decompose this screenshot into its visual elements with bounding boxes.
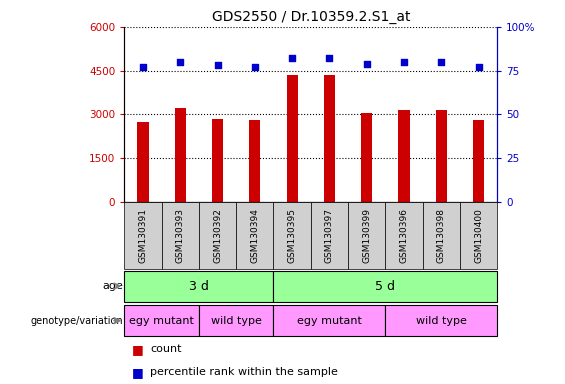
Point <box>138 64 147 70</box>
Text: egy mutant: egy mutant <box>297 316 362 326</box>
Point <box>325 55 334 61</box>
Text: GSM130396: GSM130396 <box>399 208 408 263</box>
Point <box>362 61 371 67</box>
FancyBboxPatch shape <box>460 202 497 269</box>
Text: wild type: wild type <box>416 316 467 326</box>
FancyBboxPatch shape <box>423 202 460 269</box>
FancyBboxPatch shape <box>273 202 311 269</box>
Bar <box>473 120 484 202</box>
Bar <box>212 119 223 202</box>
Point <box>399 59 408 65</box>
Bar <box>398 110 410 202</box>
Text: 3 d: 3 d <box>189 280 209 293</box>
Text: ■: ■ <box>132 343 144 356</box>
Text: GSM130395: GSM130395 <box>288 208 297 263</box>
FancyBboxPatch shape <box>162 202 199 269</box>
Bar <box>286 75 298 202</box>
Text: GSM130392: GSM130392 <box>213 208 222 263</box>
Text: GSM130397: GSM130397 <box>325 208 334 263</box>
FancyBboxPatch shape <box>124 270 273 302</box>
Text: percentile rank within the sample: percentile rank within the sample <box>150 367 338 377</box>
Text: GSM130393: GSM130393 <box>176 208 185 263</box>
Bar <box>175 108 186 202</box>
Text: GSM130391: GSM130391 <box>138 208 147 263</box>
FancyBboxPatch shape <box>199 305 273 336</box>
Text: genotype/variation: genotype/variation <box>31 316 124 326</box>
Bar <box>436 110 447 202</box>
Text: egy mutant: egy mutant <box>129 316 194 326</box>
FancyBboxPatch shape <box>236 202 273 269</box>
Point <box>474 64 483 70</box>
Text: ■: ■ <box>132 366 144 379</box>
Text: age: age <box>103 281 124 291</box>
FancyBboxPatch shape <box>124 202 162 269</box>
Point <box>288 55 297 61</box>
Point <box>176 59 185 65</box>
FancyBboxPatch shape <box>124 305 199 336</box>
Bar <box>249 120 260 202</box>
Title: GDS2550 / Dr.10359.2.S1_at: GDS2550 / Dr.10359.2.S1_at <box>211 10 410 25</box>
Text: GSM130399: GSM130399 <box>362 208 371 263</box>
FancyBboxPatch shape <box>385 305 497 336</box>
Point <box>437 59 446 65</box>
FancyBboxPatch shape <box>385 202 423 269</box>
Text: GSM130398: GSM130398 <box>437 208 446 263</box>
FancyBboxPatch shape <box>273 270 497 302</box>
FancyBboxPatch shape <box>311 202 348 269</box>
Text: count: count <box>150 344 182 354</box>
Point <box>213 62 222 68</box>
FancyBboxPatch shape <box>348 202 385 269</box>
Point <box>250 64 259 70</box>
Bar <box>137 121 149 202</box>
FancyBboxPatch shape <box>273 305 385 336</box>
Bar <box>361 113 372 202</box>
Bar <box>324 75 335 202</box>
Text: GSM130400: GSM130400 <box>474 208 483 263</box>
Text: 5 d: 5 d <box>375 280 396 293</box>
Text: wild type: wild type <box>211 316 262 326</box>
FancyBboxPatch shape <box>199 202 236 269</box>
Text: GSM130394: GSM130394 <box>250 208 259 263</box>
